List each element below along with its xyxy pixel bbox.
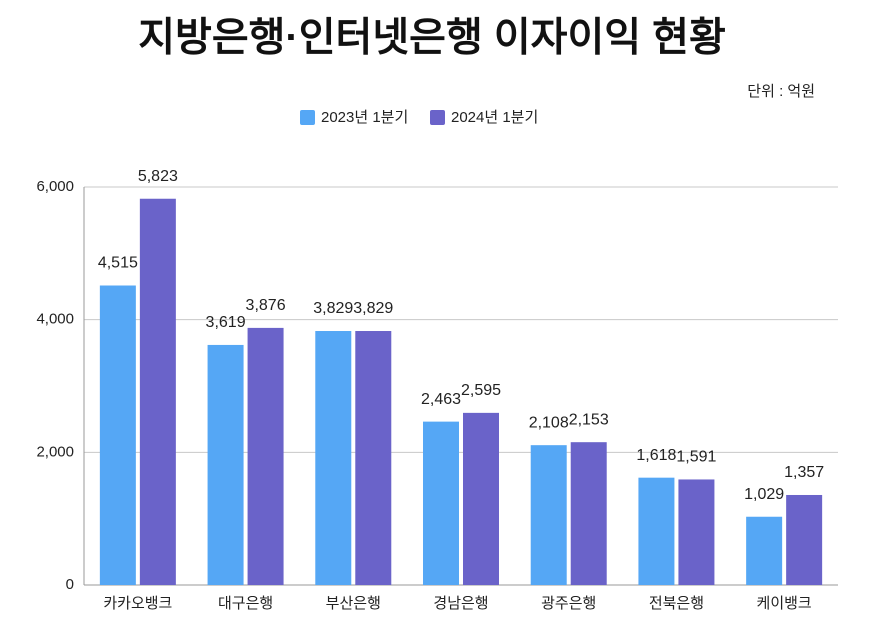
bar bbox=[247, 327, 284, 585]
value-label: 3,829 bbox=[353, 300, 393, 317]
bar bbox=[99, 285, 136, 585]
x-tick-label: 대구은행 bbox=[218, 595, 273, 612]
x-tick-label: 카카오뱅크 bbox=[103, 595, 172, 612]
x-tick-label: 부산은행 bbox=[326, 595, 381, 612]
bar bbox=[315, 331, 352, 585]
y-tick-label: 2,000 bbox=[36, 443, 74, 460]
value-label: 4,515 bbox=[98, 255, 138, 272]
bar bbox=[530, 445, 567, 585]
bar bbox=[678, 479, 715, 585]
value-label: 3,829 bbox=[313, 300, 353, 317]
legend-swatch bbox=[430, 110, 445, 125]
bar bbox=[423, 421, 459, 585]
value-label: 2,595 bbox=[461, 382, 501, 399]
bar bbox=[139, 198, 176, 585]
y-tick-label: 4,000 bbox=[36, 311, 74, 328]
x-tick-label: 케이뱅크 bbox=[757, 595, 812, 612]
value-label: 1,591 bbox=[676, 449, 716, 466]
x-tick-label: 전북은행 bbox=[649, 595, 704, 612]
bar bbox=[207, 344, 244, 585]
chart-title: 지방은행·인터넷은행 이자이익 현황 bbox=[138, 16, 726, 60]
bar bbox=[355, 331, 392, 585]
x-tick-label: 경남은행 bbox=[433, 595, 488, 612]
unit-note: 단위 : 억원 bbox=[747, 83, 815, 100]
value-label: 5,823 bbox=[138, 168, 178, 185]
bar bbox=[638, 477, 675, 585]
bar bbox=[570, 442, 607, 585]
value-label: 1,029 bbox=[744, 486, 784, 503]
bar bbox=[786, 494, 823, 585]
value-label: 1,618 bbox=[636, 447, 676, 464]
value-label: 3,619 bbox=[206, 314, 246, 331]
y-tick-label: 0 bbox=[66, 576, 74, 593]
y-tick-label: 6,000 bbox=[36, 178, 74, 195]
value-label: 2,153 bbox=[569, 411, 609, 428]
legend-label: 2024년 1분기 bbox=[451, 109, 538, 126]
x-tick-label: 광주은행 bbox=[541, 595, 596, 612]
value-label: 2,108 bbox=[529, 414, 569, 431]
bar bbox=[746, 516, 783, 585]
value-label: 3,876 bbox=[246, 297, 286, 314]
value-label: 2,463 bbox=[421, 391, 461, 408]
legend-swatch bbox=[300, 110, 315, 125]
bar bbox=[463, 412, 499, 585]
legend-label: 2023년 1분기 bbox=[321, 109, 408, 126]
value-label: 1,357 bbox=[784, 464, 824, 481]
